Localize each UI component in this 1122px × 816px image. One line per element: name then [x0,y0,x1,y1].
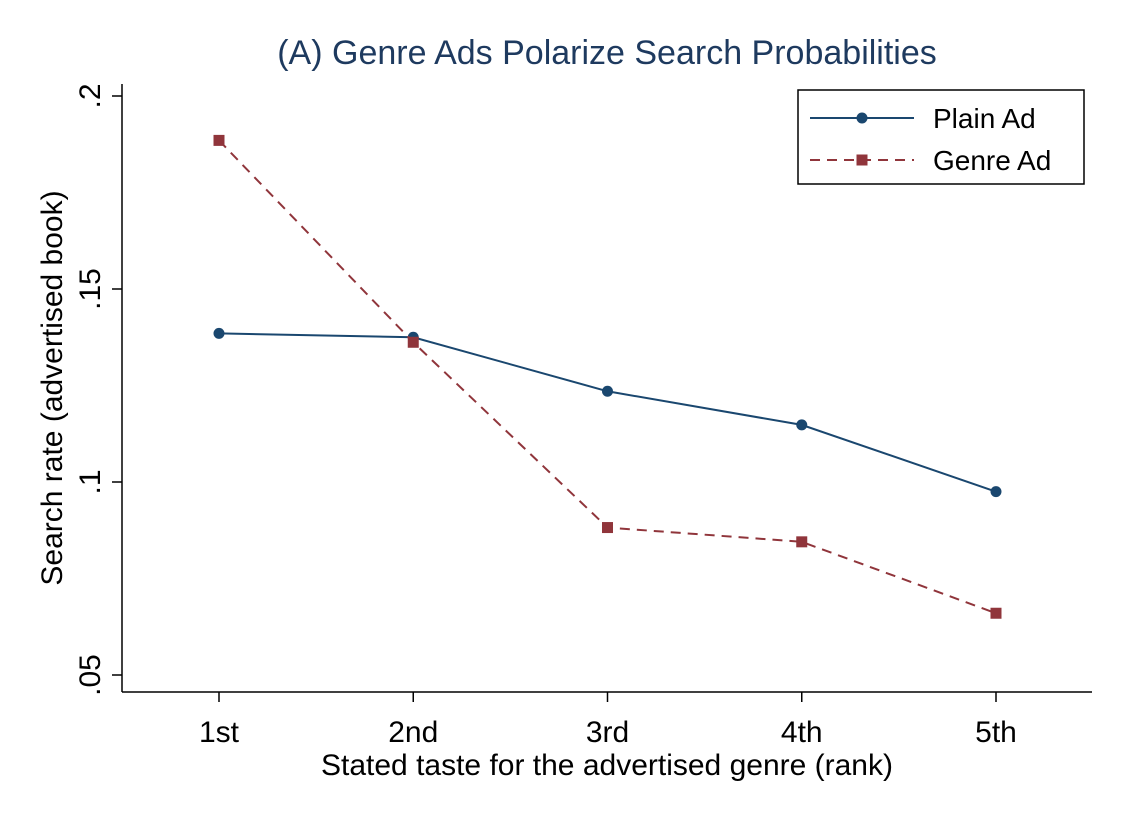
data-point-genre-ad [990,607,1002,619]
y-axis-label: Search rate (advertised book) [36,190,69,585]
y-tick-label: .05 [74,654,107,696]
series-plain-ad [213,327,1002,498]
x-axis: 1st 2nd 3rd 4th 5th [122,691,1092,749]
x-tick-label: 3rd [586,716,629,749]
data-point-genre-ad [407,336,419,348]
x-tick-label: 2nd [388,716,438,749]
y-tick-label: .2 [74,83,107,108]
data-point-plain-ad [602,385,613,397]
legend-box [797,89,1085,185]
legend-marker [856,154,868,166]
data-point-genre-ad [796,536,808,548]
legend-label: Plain Ad [933,103,1036,134]
x-tick-label: 1st [199,716,240,749]
data-point-genre-ad [602,522,613,534]
series-line-plain-ad [218,332,997,493]
legend-marker [856,112,868,124]
y-ticks: .05 .1 .15 .2 [74,83,122,696]
x-tick-label: 5th [975,716,1017,749]
series-genre-ad [213,134,1002,619]
y-tick-label: .1 [74,469,107,494]
data-point-genre-ad [213,134,225,146]
chart-title: (A) Genre Ads Polarize Search Probabilit… [277,34,937,72]
data-point-plain-ad [796,419,808,431]
y-tick-label: .15 [74,268,107,310]
x-ticks: 1st 2nd 3rd 4th 5th [199,692,1017,749]
data-point-plain-ad [213,327,225,339]
series-line-genre-ad [218,139,997,615]
x-axis-label: Stated taste for the advertised genre (r… [321,749,893,782]
series-layer [213,134,1002,619]
x-tick-label: 4th [781,716,823,749]
y-axis: .05 .1 .15 .2 [74,83,123,696]
legend-item-genre-ad: Genre Ad [810,145,1051,176]
legend: Plain Ad Genre Ad [797,89,1085,185]
legend-item-plain-ad: Plain Ad [810,103,1036,134]
legend-label: Genre Ad [933,145,1051,176]
data-point-plain-ad [990,486,1002,498]
legend-entries: Plain Ad Genre Ad [810,103,1051,176]
